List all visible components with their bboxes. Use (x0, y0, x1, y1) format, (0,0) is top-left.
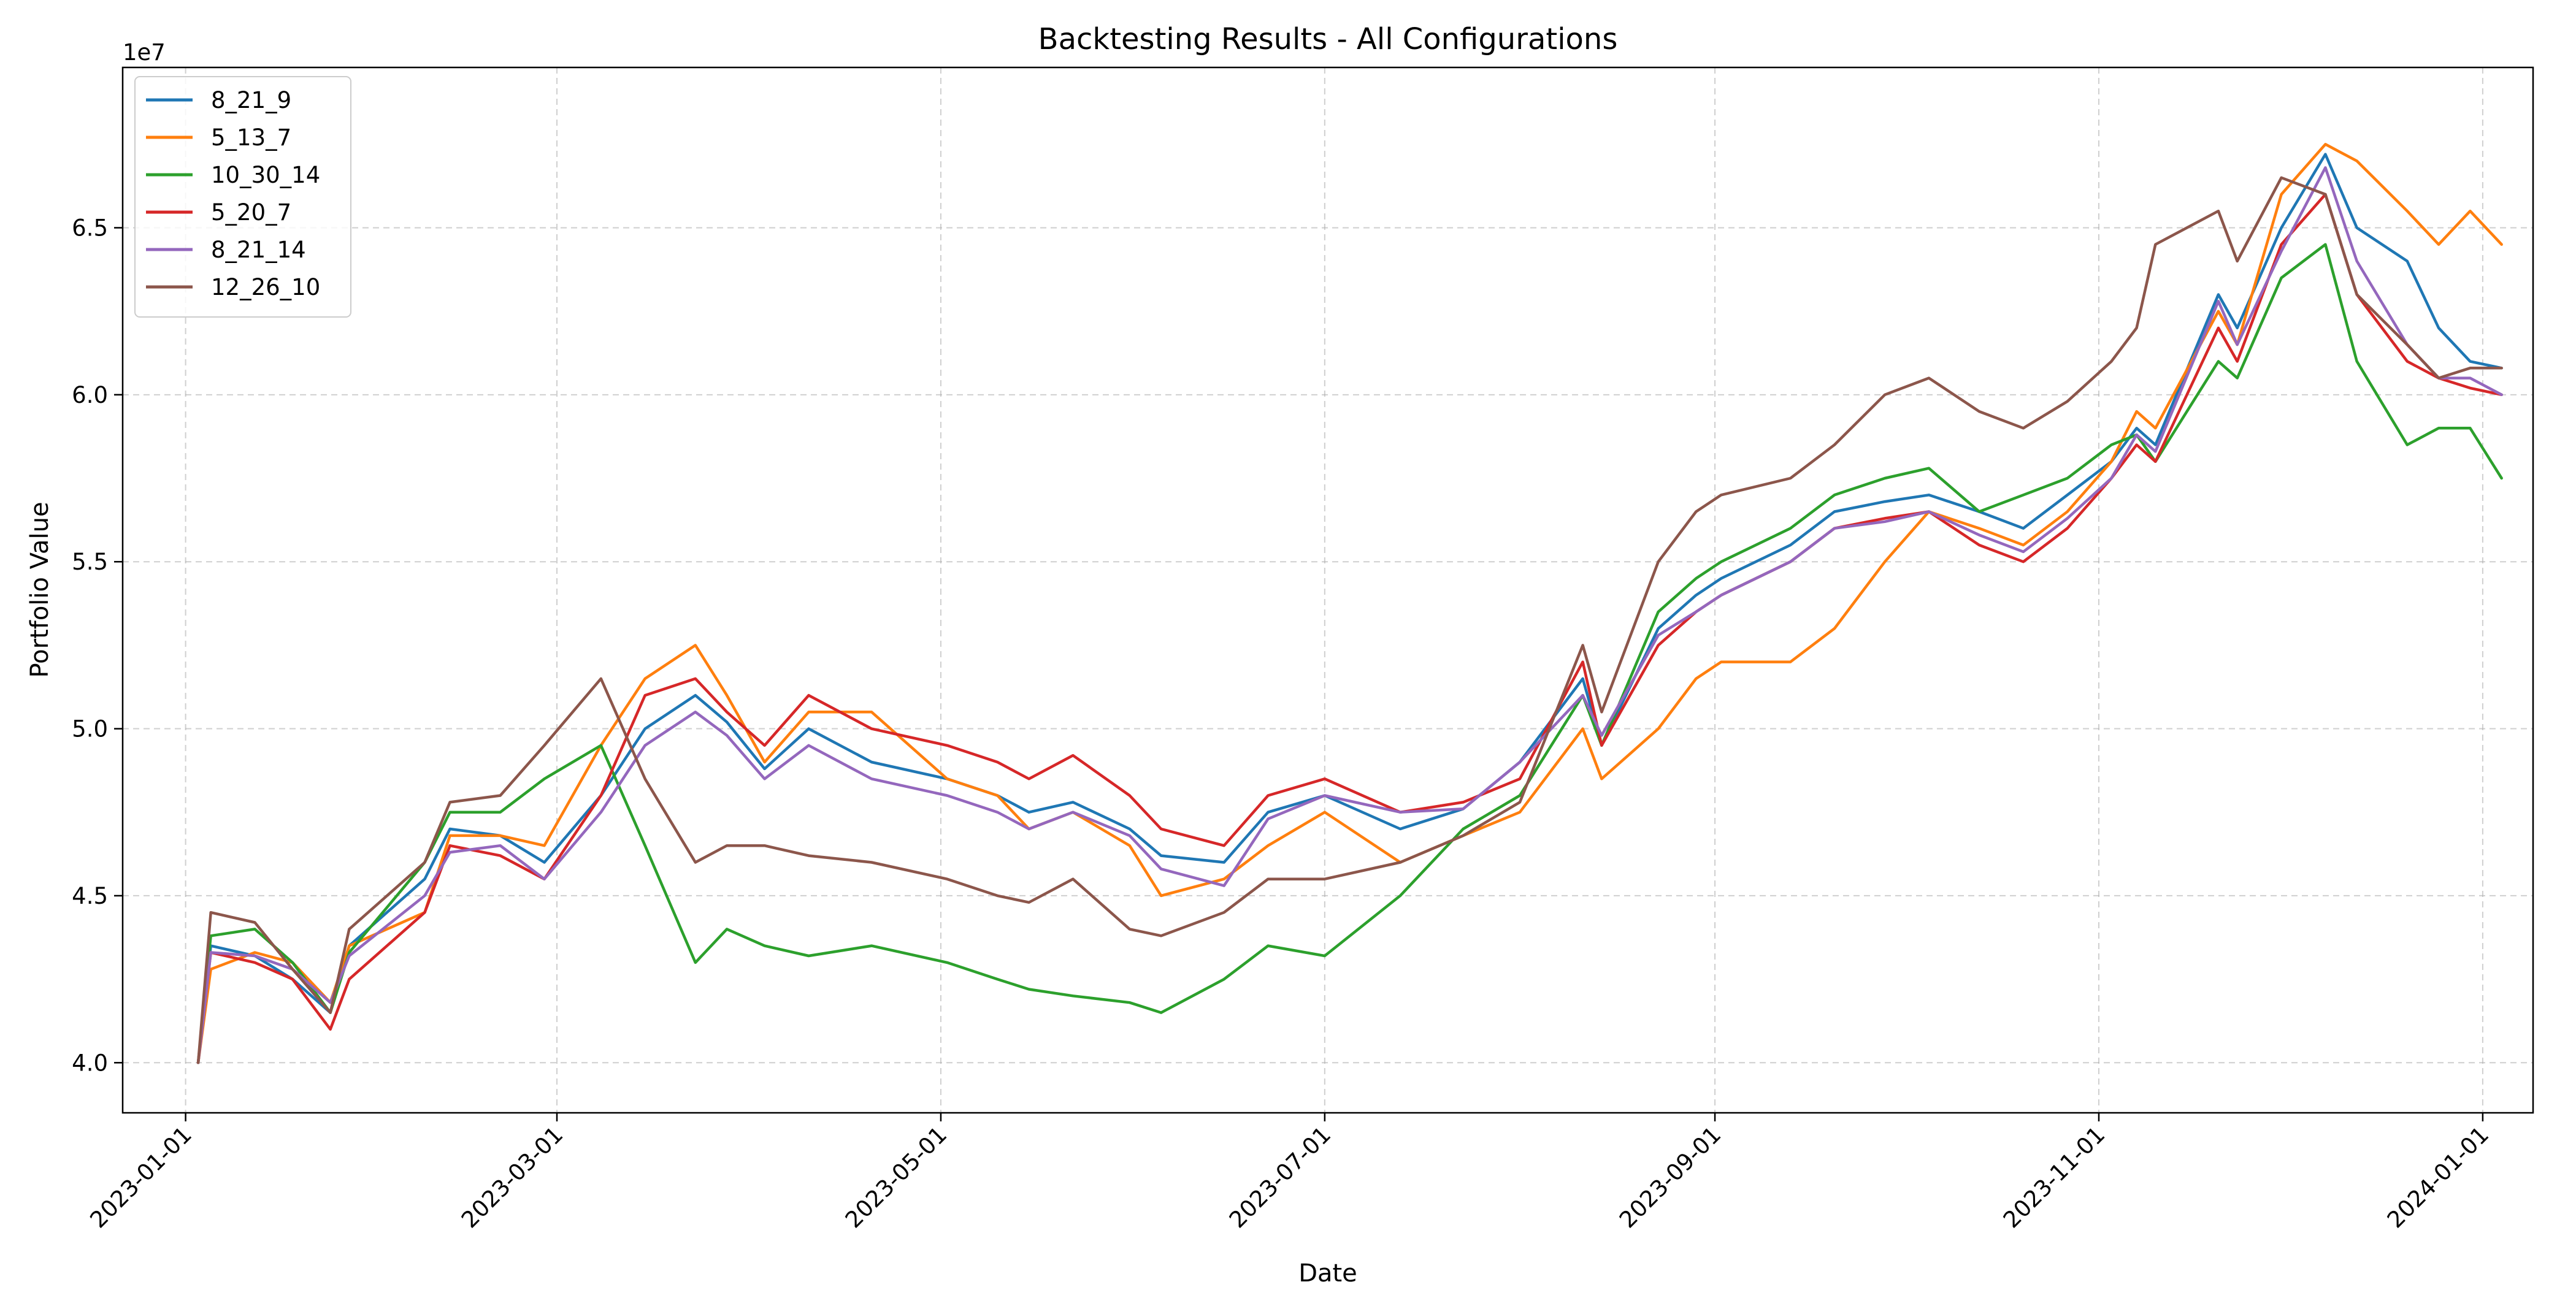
legend-entry-label: 5_20_7 (211, 199, 291, 226)
x-tick-label: 2024-01-01 (2382, 1121, 2494, 1233)
y-axis-label: Portfolio Value (26, 502, 54, 677)
legend-entry-label: 8_21_14 (211, 237, 306, 263)
y-axis-offset-label: 1e7 (123, 39, 166, 66)
y-tick-label: 5.5 (72, 549, 108, 575)
series-line-8-21-9 (196, 153, 2503, 1064)
legend-entry-label: 8_21_9 (211, 87, 291, 113)
chart-title: Backtesting Results - All Configurations (1038, 22, 1618, 56)
grid (123, 67, 2533, 1113)
plot-frame (121, 66, 2534, 1114)
series-line-5-20-7 (196, 193, 2503, 1064)
series-line-8-21-14 (196, 166, 2503, 1064)
y-axis-ticks: 4.0 4.5 5.0 5.5 6.0 6.5 (72, 215, 123, 1076)
y-tick-label: 6.5 (72, 215, 108, 241)
y-tick-label: 5.0 (72, 716, 108, 742)
legend-entry-label: 10_30_14 (211, 162, 320, 188)
series-line-12-26-10 (196, 176, 2503, 1064)
y-tick-label: 4.0 (72, 1050, 108, 1076)
x-axis-label: Date (1298, 1259, 1357, 1288)
series-lines (196, 143, 2503, 1064)
x-axis-ticks: 2023-01-01 2023-03-01 2023-05-01 2023-07-01… (85, 1113, 2494, 1233)
legend-entry-label: 5_13_7 (211, 124, 291, 151)
legend-entry-label: 12_26_10 (211, 274, 320, 300)
y-tick-label: 6.0 (72, 382, 108, 408)
x-tick-label: 2023-11-01 (1998, 1121, 2110, 1233)
x-tick-label: 2023-07-01 (1224, 1121, 1336, 1233)
x-tick-label: 2023-03-01 (456, 1121, 568, 1233)
series-line-10-30-14 (196, 243, 2503, 1064)
y-tick-label: 4.5 (72, 883, 108, 909)
x-tick-label: 2023-09-01 (1614, 1121, 1726, 1233)
x-tick-label: 2023-05-01 (840, 1121, 952, 1233)
series-line-5-13-7 (196, 143, 2503, 1064)
legend: 8_21_9 5_13_7 10_30_14 5_20_7 8_21_14 12_26_1… (134, 76, 351, 318)
x-tick-label: 2023-01-01 (85, 1121, 197, 1233)
